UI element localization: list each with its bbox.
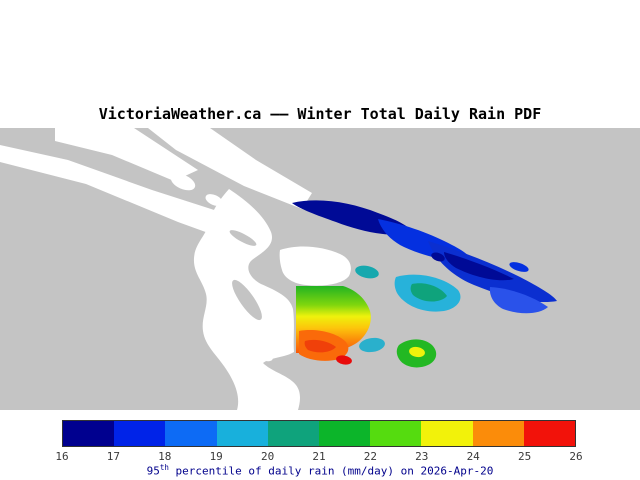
colorbar-tick-label: 17 [106,450,121,463]
water-patch [241,339,253,347]
rain-region-red-spot [336,355,352,365]
colorbar-tick-label: 21 [312,450,326,463]
water-channel [0,145,258,247]
rain-region-teal-core [410,283,447,302]
colorbar-segment [472,421,524,446]
rain-data-regions [292,200,557,368]
inlet [232,279,262,321]
rain-region-yellow-core [409,346,425,358]
rain-region-bright-blue-blob [489,287,548,314]
water-arm [279,246,351,286]
rain-region-navy-core [444,252,514,281]
colorbar-caption: 95th percentile of daily rain (mm/day) o… [0,463,640,478]
page-title: VictoriaWeather.ca –– Winter Total Daily… [98,105,542,123]
colorbar-ticks: 16 17 18 19 20 21 22 23 24 25 26 [55,450,582,463]
water-channel [55,128,198,181]
caption-prefix: 95 [146,464,160,478]
map-water-channels [0,128,351,410]
colorbar-segment [421,421,473,446]
colorbar-tick-label: 23 [415,450,429,463]
caption-superscript: th [159,463,169,472]
colorbar-tick-label: 22 [363,450,378,463]
colorbar-segment [63,421,115,446]
rain-region-deep-orange-core [304,339,336,353]
colorbar-tick-label: 16 [55,450,69,463]
rain-region-teal-blob [355,265,379,279]
colorbar-segment [370,421,422,446]
map-inlets [229,230,262,321]
colorbar-segment [267,421,320,446]
rain-region-blue-dash [509,262,529,272]
water-patch [249,319,265,331]
colorbar-tick-label: 24 [466,450,480,463]
colorbar-segment [216,421,268,446]
colorbar-tick-label: 19 [209,450,223,463]
colorbar-segment [523,421,576,446]
water-patch [259,352,273,362]
water-patch [170,173,196,191]
colorbar-tick-label: 26 [569,450,583,463]
colorbar-tick-label: 20 [260,450,275,463]
water-channel [148,128,312,209]
inlet [229,230,257,246]
colorbar-segment [165,421,217,446]
rain-region-cyan-blob [359,337,385,353]
colorbar-segment [319,421,371,446]
colorbar [62,420,576,447]
rain-region-navy-dot [431,252,445,262]
colorbar-tick-label: 18 [158,450,172,463]
colorbar-tick-label: 25 [517,450,532,463]
caption-rest: percentile of daily rain (mm/day) on 202… [168,464,494,478]
colorbar-segment [114,421,166,446]
